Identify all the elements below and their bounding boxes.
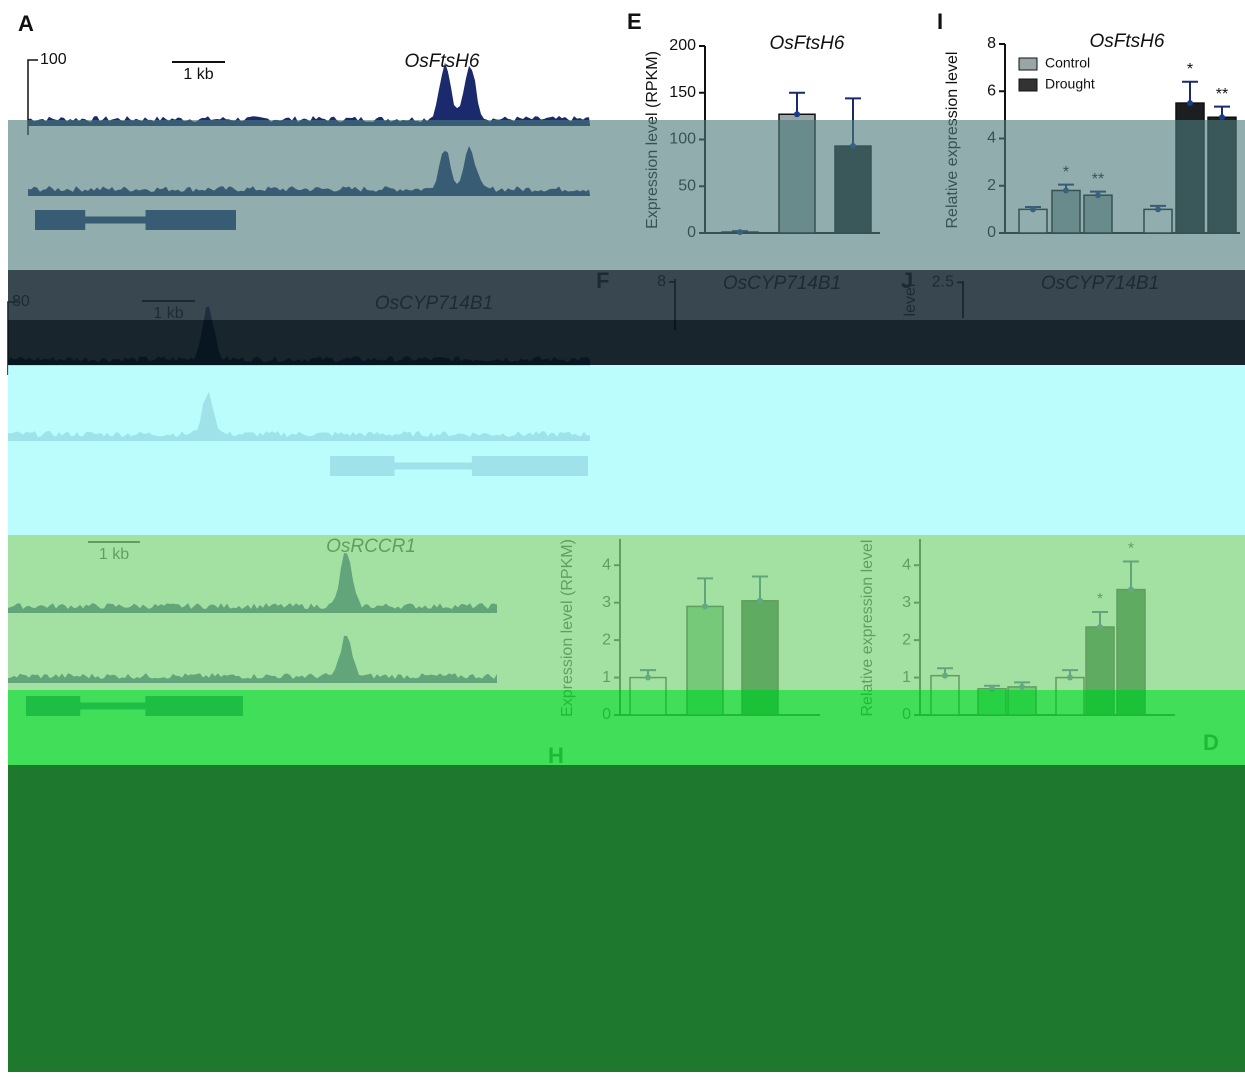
coverage-track [28,62,590,125]
y-tick-label: 150 [669,84,696,101]
error-bar [1182,80,1198,104]
replicate-dot [1219,114,1225,121]
band [8,690,1245,765]
gene-name: OsFtsH6 [405,51,480,72]
legend-swatch [1018,57,1038,71]
panel-letter: E [627,9,642,34]
band [8,120,1245,270]
scale-label: 100 [40,51,67,68]
chart-title: OsFtsH6 [770,33,845,54]
y-tick-label: 6 [987,82,996,99]
y-tick-label: 8 [987,35,996,52]
band [8,365,1245,535]
panel-letter: A [18,11,34,36]
overlay [8,120,1245,1072]
band [8,320,1245,365]
scale-bar-label: 1 kb [183,66,213,83]
legend-swatch [1018,78,1038,92]
legend-label: Control [1045,55,1090,71]
scale-bracket [27,59,38,135]
band [8,535,1245,690]
significance: * [1187,61,1193,78]
legend-label: Drought [1045,76,1095,92]
panel-letter: I [937,9,943,34]
replicate-dot [1187,100,1193,107]
band [8,765,1245,1072]
error-bar [789,91,805,115]
chart-title: OsFtsH6 [1090,31,1165,52]
y-tick-label: 200 [669,37,696,54]
replicate-dot [794,111,800,118]
band [8,270,1245,320]
significance: ** [1216,86,1228,103]
